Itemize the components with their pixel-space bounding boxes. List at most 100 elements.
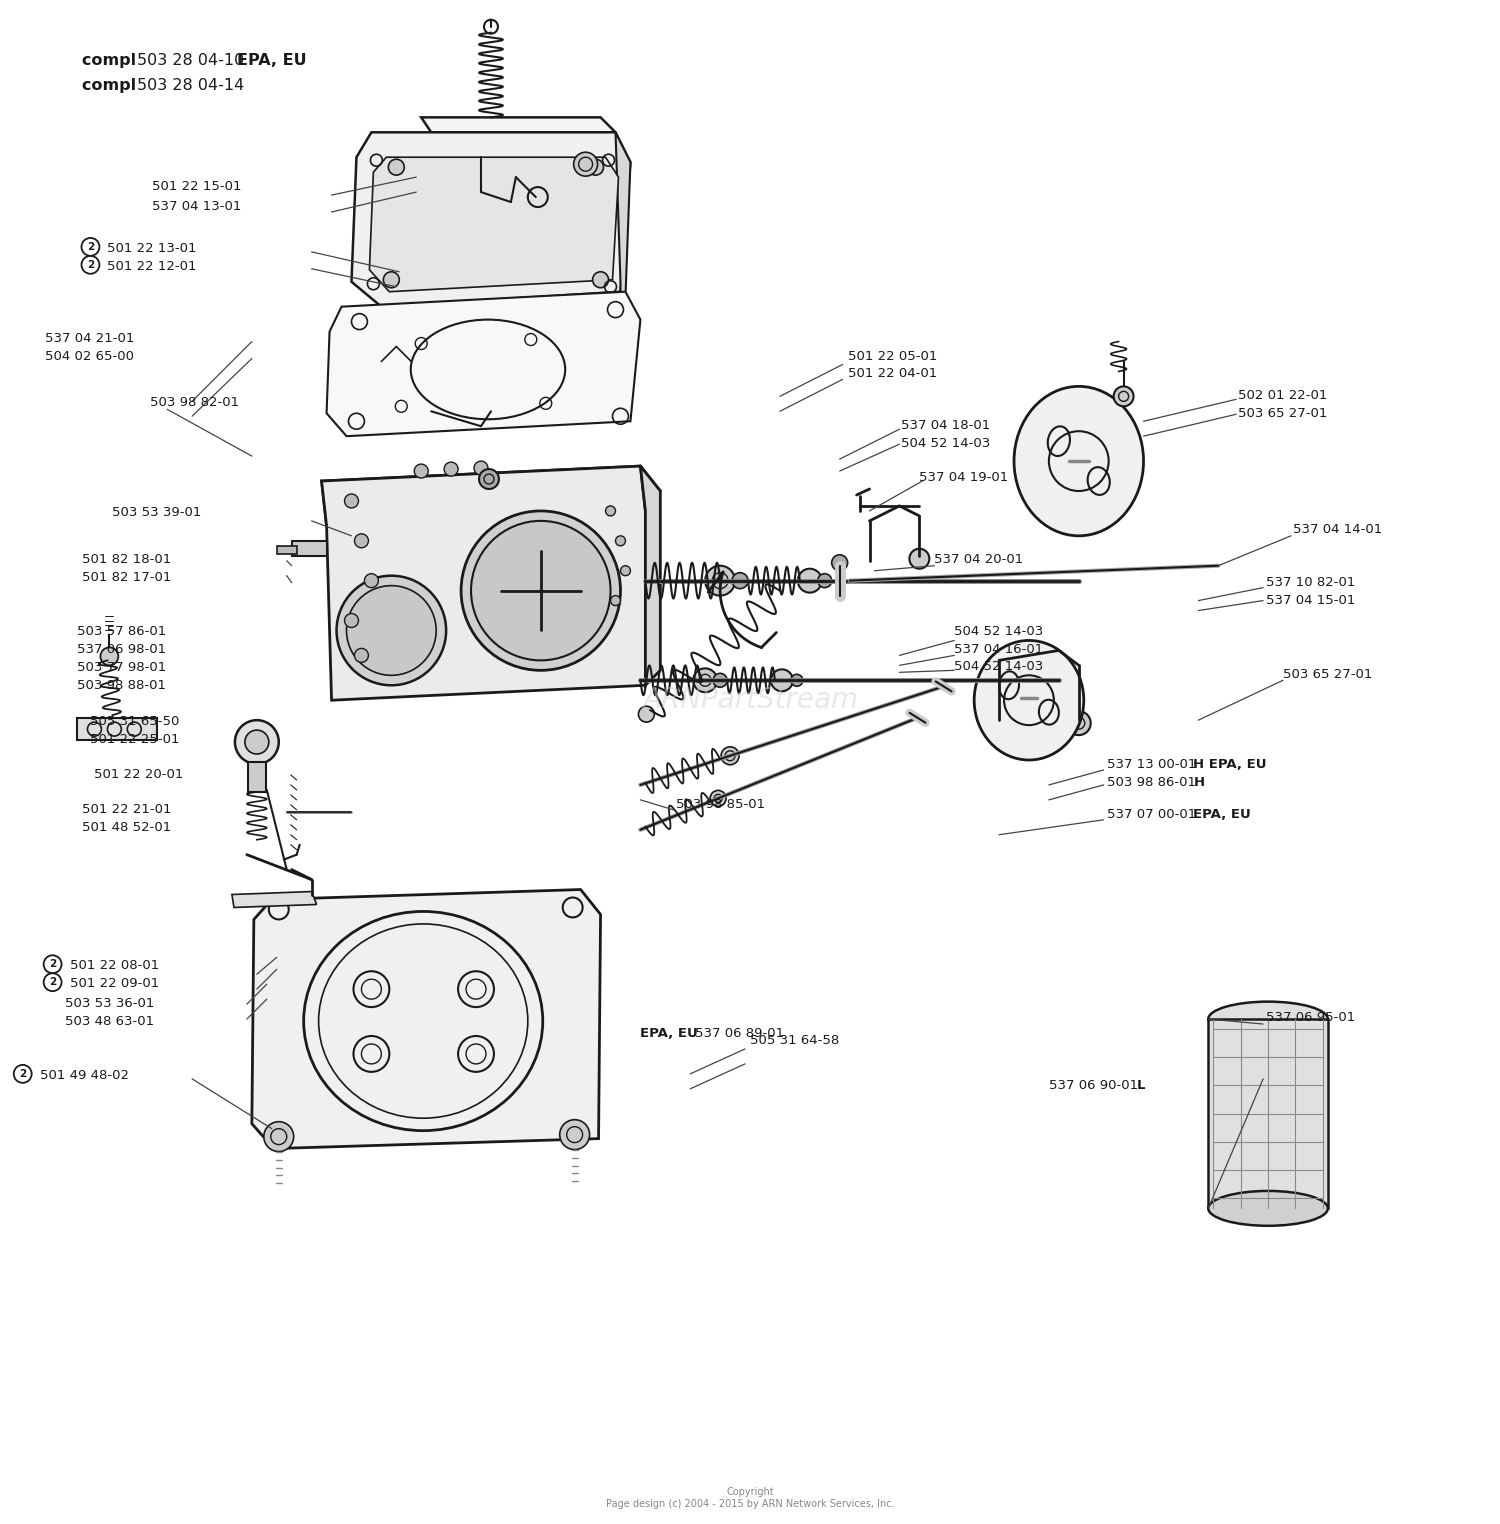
- Text: 503 65 27-01: 503 65 27-01: [1238, 407, 1328, 421]
- Text: 505 31 65-50: 505 31 65-50: [90, 715, 180, 728]
- Polygon shape: [615, 133, 630, 297]
- Text: 501 82 17-01: 501 82 17-01: [82, 570, 172, 584]
- Text: 2: 2: [87, 259, 94, 270]
- Text: H EPA, EU: H EPA, EU: [1194, 757, 1268, 771]
- Text: 537 04 16-01: 537 04 16-01: [954, 643, 1044, 657]
- Text: 503 57 86-01: 503 57 86-01: [78, 625, 166, 639]
- Text: 503 48 63-01: 503 48 63-01: [64, 1015, 153, 1029]
- Circle shape: [592, 271, 609, 288]
- Polygon shape: [321, 466, 660, 526]
- Circle shape: [560, 1120, 590, 1149]
- Circle shape: [478, 469, 500, 489]
- Text: 537 04 13-01: 537 04 13-01: [152, 200, 242, 213]
- Circle shape: [705, 565, 735, 596]
- Text: 501 22 13-01: 501 22 13-01: [108, 242, 196, 255]
- Circle shape: [354, 533, 369, 547]
- Circle shape: [790, 674, 802, 686]
- Text: 501 22 08-01: 501 22 08-01: [69, 959, 159, 972]
- Bar: [1209, 1020, 1328, 1209]
- Text: 503 53 36-01: 503 53 36-01: [64, 997, 154, 1010]
- Circle shape: [384, 271, 399, 288]
- Text: 501 22 21-01: 501 22 21-01: [82, 803, 172, 815]
- Text: 2: 2: [87, 242, 94, 251]
- Circle shape: [588, 158, 603, 175]
- Circle shape: [573, 152, 597, 177]
- Text: 537 04 18-01: 537 04 18-01: [902, 419, 990, 433]
- Circle shape: [388, 158, 405, 175]
- Circle shape: [771, 669, 794, 692]
- Polygon shape: [351, 133, 630, 306]
- Bar: [78, 718, 158, 741]
- Text: L: L: [1137, 1079, 1144, 1091]
- Text: 537 04 15-01: 537 04 15-01: [1266, 594, 1356, 607]
- Polygon shape: [640, 466, 660, 686]
- Circle shape: [693, 669, 717, 692]
- Circle shape: [244, 730, 268, 754]
- Circle shape: [474, 462, 488, 475]
- Text: compl: compl: [82, 78, 142, 93]
- Text: 2: 2: [20, 1068, 27, 1079]
- Text: 503 98 88-01: 503 98 88-01: [78, 680, 166, 692]
- Bar: [248, 762, 266, 792]
- Circle shape: [100, 648, 118, 666]
- Circle shape: [712, 674, 728, 687]
- Text: 537 04 19-01: 537 04 19-01: [920, 471, 1008, 485]
- Bar: [291, 541, 327, 556]
- Text: 504 52 14-03: 504 52 14-03: [954, 660, 1044, 674]
- Text: 537 06 89-01: 537 06 89-01: [694, 1027, 784, 1039]
- Text: 501 22 15-01: 501 22 15-01: [152, 180, 242, 194]
- Text: 501 22 20-01: 501 22 20-01: [94, 768, 184, 780]
- Circle shape: [471, 521, 610, 660]
- Text: 503 77 98-01: 503 77 98-01: [78, 661, 166, 674]
- Text: Copyright
Page design (c) 2004 - 2015 by ARN Network Services, Inc.: Copyright Page design (c) 2004 - 2015 by…: [606, 1487, 894, 1509]
- Text: EPA, EU: EPA, EU: [640, 1027, 704, 1039]
- Circle shape: [831, 555, 848, 570]
- Text: 537 10 82-01: 537 10 82-01: [1266, 576, 1356, 588]
- Circle shape: [236, 721, 279, 764]
- Text: 503 65 27-01: 503 65 27-01: [1282, 669, 1372, 681]
- Text: 501 49 48-02: 501 49 48-02: [39, 1068, 129, 1082]
- Text: EPA, EU: EPA, EU: [237, 53, 306, 67]
- Text: 537 07 00-01: 537 07 00-01: [1107, 808, 1200, 821]
- Text: EPA, EU: EPA, EU: [1194, 808, 1251, 821]
- Text: 537 06 98-01: 537 06 98-01: [78, 643, 166, 657]
- Circle shape: [818, 573, 831, 588]
- Circle shape: [414, 465, 428, 479]
- Polygon shape: [369, 157, 618, 291]
- Text: 501 22 04-01: 501 22 04-01: [847, 367, 938, 381]
- Text: 501 22 12-01: 501 22 12-01: [108, 259, 196, 273]
- Circle shape: [710, 791, 726, 806]
- Text: 537 13 00-01: 537 13 00-01: [1107, 757, 1200, 771]
- Polygon shape: [252, 890, 600, 1149]
- Polygon shape: [422, 117, 615, 133]
- Text: 501 48 52-01: 501 48 52-01: [82, 821, 171, 834]
- Circle shape: [354, 648, 369, 663]
- Polygon shape: [321, 466, 645, 700]
- Circle shape: [909, 549, 930, 568]
- Text: 504 02 65-00: 504 02 65-00: [45, 349, 134, 363]
- Circle shape: [606, 506, 615, 517]
- Text: 537 04 14-01: 537 04 14-01: [1293, 523, 1382, 536]
- Text: 503 28 04-14: 503 28 04-14: [138, 78, 244, 93]
- Circle shape: [345, 494, 358, 507]
- Text: 504 52 14-03: 504 52 14-03: [902, 437, 990, 450]
- Text: 505 31 64-58: 505 31 64-58: [750, 1033, 840, 1047]
- Circle shape: [444, 462, 458, 475]
- Text: 537 04 20-01: 537 04 20-01: [934, 553, 1023, 565]
- Text: 503 28 04-10: 503 28 04-10: [138, 53, 249, 67]
- Circle shape: [336, 576, 446, 686]
- Text: compl: compl: [82, 53, 142, 67]
- Text: 2: 2: [50, 977, 55, 988]
- Text: 537 06 95-01: 537 06 95-01: [1266, 1010, 1356, 1024]
- Text: 501 22 09-01: 501 22 09-01: [69, 977, 159, 991]
- Circle shape: [460, 511, 621, 671]
- Ellipse shape: [1209, 1001, 1328, 1036]
- Circle shape: [610, 596, 621, 605]
- Text: 503 98 86-01: 503 98 86-01: [1107, 776, 1200, 789]
- Circle shape: [346, 585, 436, 675]
- Text: 502 01 22-01: 502 01 22-01: [1238, 389, 1328, 402]
- Text: 2: 2: [50, 959, 55, 969]
- Circle shape: [345, 614, 358, 628]
- Ellipse shape: [974, 640, 1084, 760]
- Circle shape: [639, 706, 654, 722]
